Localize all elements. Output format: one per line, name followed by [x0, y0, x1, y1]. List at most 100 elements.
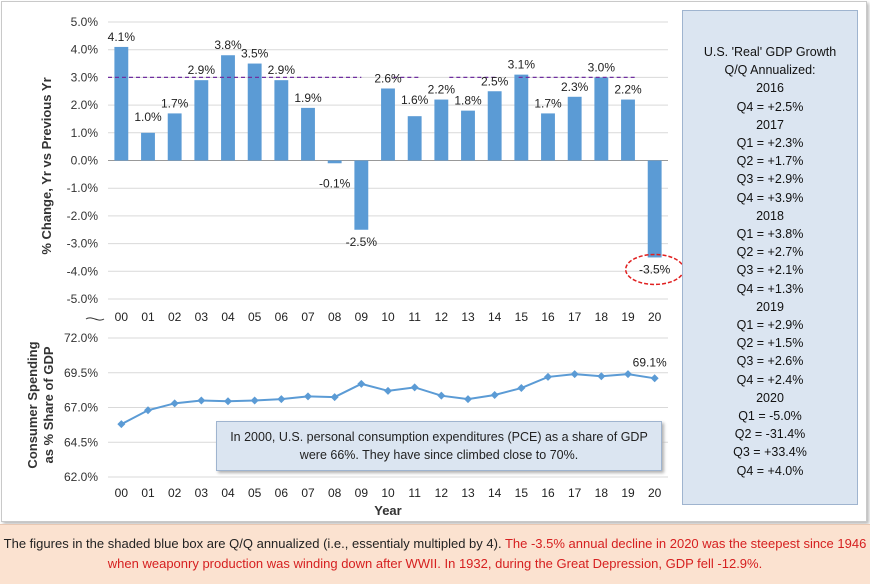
footer-text-black: The figures in the shaded blue box are Q… — [3, 536, 502, 551]
bar — [194, 80, 209, 161]
bar-value-label: -0.1% — [319, 176, 351, 190]
bar — [247, 63, 262, 161]
pce-point — [410, 383, 419, 392]
pce-point — [544, 372, 552, 381]
top-x-tick-label: 09 — [355, 310, 369, 324]
footer-text-red: The -3.5% annual decline in 2020 was the… — [107, 536, 867, 571]
quarterly-growth-line: Q3 = +2.9% — [736, 172, 804, 187]
bottom-y-tick-label: 69.5% — [64, 366, 98, 380]
pce-end-label: 69.1% — [633, 355, 667, 369]
top-x-tick-label: 07 — [301, 310, 315, 324]
bottom-x-tick-label: 04 — [221, 486, 235, 500]
top-x-tick-label: 00 — [115, 310, 129, 324]
pce-point — [464, 395, 472, 404]
bar — [221, 55, 235, 161]
quarterly-growth-line: Q4 = +3.9% — [736, 190, 804, 205]
bar — [354, 160, 369, 230]
bar — [274, 80, 289, 161]
quarterly-growth-line: Q2 = +1.7% — [736, 154, 804, 169]
bottom-x-tick-label: 10 — [381, 486, 395, 500]
quarterly-growth-line: 2018 — [756, 208, 784, 223]
pce-point — [437, 391, 446, 400]
top-y-axis-label: % Change, Yr vs Previous Yr — [39, 77, 54, 254]
quarterly-growth-line: 2019 — [756, 299, 784, 314]
bar — [621, 99, 635, 161]
bar — [381, 88, 395, 161]
bar-value-label: 2.2% — [614, 83, 642, 97]
pce-point — [650, 374, 659, 383]
bottom-x-tick-label: 08 — [328, 486, 342, 500]
quarterly-growth-line: Q4 = +1.3% — [736, 281, 804, 296]
bar — [514, 74, 529, 161]
bar-value-label: 1.7% — [161, 96, 189, 110]
bar-value-label: 3.1% — [508, 58, 536, 72]
bottom-x-tick-label: 20 — [648, 486, 662, 500]
bar-value-label: 1.7% — [534, 96, 562, 110]
bar-value-label: -2.5% — [346, 235, 378, 249]
bottom-x-tick-label: 13 — [461, 486, 475, 500]
bar — [541, 113, 555, 161]
bar-value-label: 2.6% — [374, 71, 402, 85]
x-axis-label: Year — [374, 503, 401, 518]
top-x-tick-label: 12 — [435, 310, 449, 324]
bar — [407, 116, 422, 161]
bottom-x-tick-label: 12 — [435, 486, 449, 500]
top-x-tick-label: 18 — [595, 310, 609, 324]
quarterly-growth-box: U.S. 'Real' GDP Growth Q/Q Annualized: 201… — [682, 10, 858, 505]
pce-point — [570, 370, 579, 379]
bar — [167, 113, 182, 161]
top-y-tick-label: 5.0% — [71, 15, 99, 29]
bar-value-label: 1.0% — [134, 110, 162, 124]
pce-point — [250, 396, 259, 405]
quarterly-growth-line: Q4 = +2.4% — [736, 372, 804, 387]
quarterly-growth-line: Q1 = +2.9% — [736, 318, 804, 333]
quarterly-growth-line: U.S. 'Real' GDP Growth — [703, 45, 837, 59]
bottom-y-tick-label: 64.5% — [64, 435, 98, 449]
bottom-x-tick-label: 11 — [408, 486, 421, 500]
pce-point — [304, 392, 312, 401]
bar-value-label: 2.3% — [561, 80, 589, 94]
bar-value-label: 2.9% — [268, 63, 296, 77]
quarterly-growth-line: Q2 = -31.4% — [734, 427, 806, 442]
bar — [301, 107, 315, 161]
top-x-tick-label: 02 — [168, 310, 182, 324]
top-x-tick-label: 03 — [195, 310, 209, 324]
pce-line-chart: 72.0% 69.5% 67.0% 64.5% 62.0% 69.1% 00 01 02 03 04… — [64, 331, 668, 500]
top-x-tick-label: 16 — [541, 310, 555, 324]
bottom-x-tick-label: 00 — [115, 486, 129, 500]
bar-value-label: 3.0% — [588, 60, 616, 74]
bottom-y-tick-label: 72.0% — [64, 331, 98, 345]
bar — [594, 77, 609, 161]
top-x-tick-label: 13 — [461, 310, 475, 324]
quarterly-growth-line: 2016 — [756, 81, 784, 96]
bar-value-label: 4.1% — [108, 30, 136, 44]
pce-note-box: In 2000, U.S. personal consumption expen… — [216, 421, 662, 471]
pce-point — [224, 397, 232, 406]
quarterly-growth-line: Q3 = +2.1% — [736, 263, 804, 278]
top-y-tick-label: -2.0% — [67, 209, 99, 223]
top-x-tick-label: 01 — [141, 310, 155, 324]
top-y-tick-label: 0.0% — [71, 154, 99, 168]
bottom-y-tick-label: 62.0% — [64, 470, 98, 484]
footer-note: The figures in the shaded blue box are Q… — [0, 524, 870, 584]
top-y-tick-label: 1.0% — [71, 126, 99, 140]
bar-value-label: 2.5% — [481, 74, 509, 88]
bottom-y-tick-label: 67.0% — [64, 401, 98, 415]
bottom-x-tick-label: 03 — [195, 486, 209, 500]
bar — [141, 132, 155, 161]
bottom-x-tick-label: 14 — [488, 486, 502, 500]
quarterly-growth-line: Q3 = +33.4% — [733, 445, 807, 460]
axis-break-mark — [85, 317, 105, 321]
gdp-bar-chart: 5.0% 4.0% 3.0% 2.0% 1.0% 0.0% -1.0% -2.0% -3.0% -… — [67, 15, 685, 324]
pce-point — [357, 379, 366, 388]
bar-value-label: 2.9% — [188, 63, 216, 77]
quarterly-growth-line: Q3 = +2.6% — [736, 354, 804, 369]
pce-note-text: In 2000, U.S. personal consumption expen… — [230, 430, 648, 462]
bar-value-label: -3.5% — [639, 262, 671, 276]
bar — [567, 96, 582, 161]
top-x-tick-label: 05 — [248, 310, 262, 324]
bottom-x-tick-label: 16 — [541, 486, 555, 500]
bottom-x-tick-label: 07 — [301, 486, 315, 500]
top-y-tick-label: 2.0% — [71, 98, 99, 112]
quarterly-growth-line: Q1 = +3.8% — [736, 227, 804, 242]
